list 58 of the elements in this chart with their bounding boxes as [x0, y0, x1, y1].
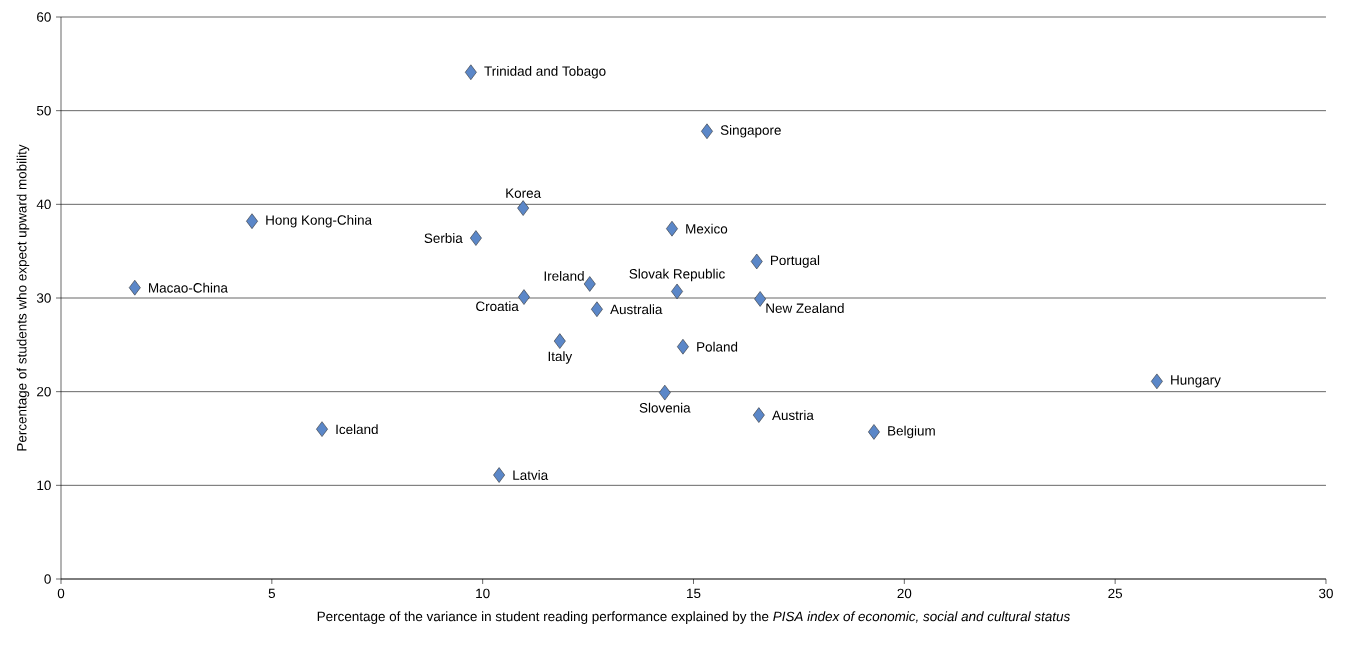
annotation: Slovenia [639, 402, 691, 413]
annotation: Italy [548, 351, 573, 364]
x-axis-title: Percentage of the variance in student reading performance explained by the PISA index of economic, social and cultural status [317, 611, 1070, 624]
annotation: Macao-China [149, 282, 228, 293]
point [464, 64, 477, 81]
point [677, 338, 689, 355]
annotation: Poland [697, 341, 738, 352]
x-tick-label: 10 [476, 588, 490, 599]
y-tick-label: 0 [44, 574, 51, 584]
annotation: Portugal [770, 255, 820, 268]
annotation: Iceland [336, 424, 378, 435]
point [658, 384, 671, 401]
annotation: Belgium [888, 425, 935, 439]
x-tick-label: 20 [897, 588, 912, 599]
annotation: Hong Kong-China [266, 214, 373, 228]
x-tick-label: 15 [687, 588, 701, 599]
x-tick-label: 5 [268, 588, 276, 599]
point [750, 253, 763, 270]
point [591, 301, 603, 318]
y-tick-label: 50 [36, 105, 51, 116]
annotation: Austria [772, 410, 814, 421]
point [517, 200, 530, 216]
point [553, 333, 566, 349]
y-tick-label: 10 [37, 480, 51, 491]
annotation: Latvia [513, 470, 549, 480]
point [666, 220, 678, 237]
annotation: Croatia [476, 301, 519, 312]
x-tick-label: 30 [1319, 588, 1333, 599]
point [518, 289, 530, 305]
point [754, 291, 767, 307]
point [316, 421, 328, 437]
annotation: Trinidad and Tobago [484, 65, 606, 79]
y-tick-label: 20 [37, 386, 51, 397]
y-tick-label: 60 [37, 12, 51, 22]
annotation: Hungary [1171, 375, 1221, 388]
y-axis-title: Percentage of students who expect upward mobility [16, 144, 30, 451]
point [1150, 373, 1163, 390]
point [128, 279, 141, 296]
point [868, 424, 880, 440]
annotation: Ireland [544, 270, 584, 281]
point [493, 467, 506, 483]
annotation: Singapore [720, 125, 781, 138]
point [583, 276, 596, 292]
point [246, 213, 258, 229]
y-tick-label: 30 [36, 293, 51, 303]
x-tick-label: 0 [57, 588, 65, 599]
point [752, 407, 765, 423]
annotation: Australia [610, 304, 663, 315]
point [701, 123, 713, 140]
annotation: New Zealand [766, 303, 844, 313]
annotation: Slovak Republic [629, 268, 725, 282]
annotation: Serbia [424, 233, 463, 243]
annotation: Mexico [686, 223, 728, 234]
y-tick-label: 40 [36, 199, 51, 210]
point [671, 283, 683, 300]
point [470, 230, 482, 246]
annotation: Korea [506, 188, 542, 198]
x-tick-label: 25 [1108, 588, 1123, 599]
